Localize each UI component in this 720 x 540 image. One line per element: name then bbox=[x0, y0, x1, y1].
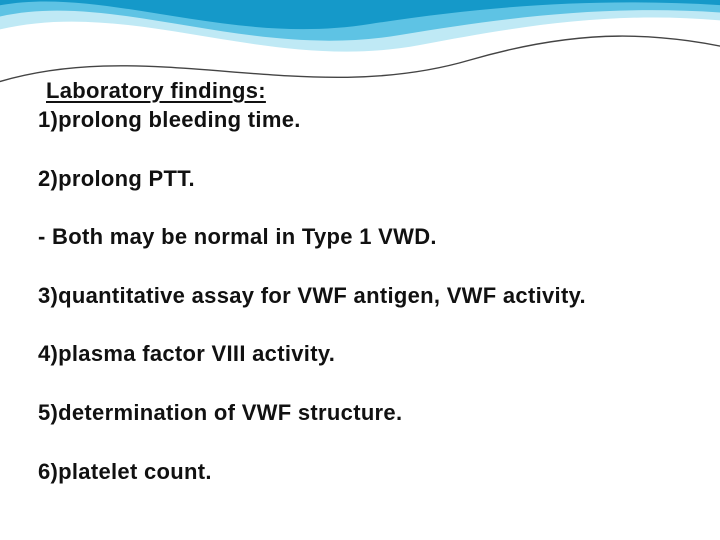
slide-content: Laboratory findings: 1)prolong bleeding … bbox=[38, 78, 690, 486]
slide: Laboratory findings: 1)prolong bleeding … bbox=[0, 0, 720, 540]
finding-3: 3)quantitative assay for VWF antigen, VW… bbox=[38, 282, 690, 311]
finding-4: 4)plasma factor VIII activity. bbox=[38, 340, 690, 369]
finding-1: 1)prolong bleeding time. bbox=[38, 106, 690, 135]
finding-5: 5)determination of VWF structure. bbox=[38, 399, 690, 428]
finding-6: 6)platelet count. bbox=[38, 458, 690, 487]
wave-front bbox=[0, 0, 720, 29]
wave-mid bbox=[0, 0, 720, 41]
note-both-normal: - Both may be normal in Type 1 VWD. bbox=[38, 223, 690, 252]
heading-laboratory-findings: Laboratory findings: bbox=[46, 78, 690, 104]
finding-2: 2)prolong PTT. bbox=[38, 165, 690, 194]
wave-back bbox=[0, 0, 720, 52]
